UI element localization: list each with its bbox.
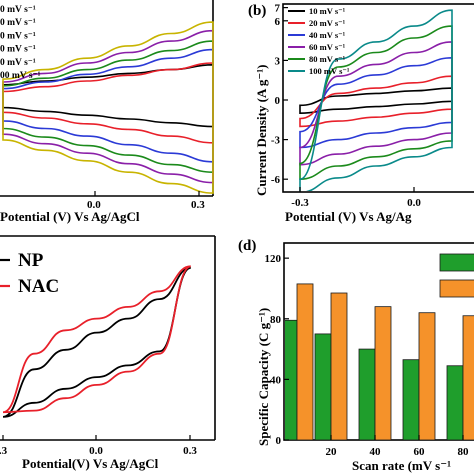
panel-c-x-label: Potential(V) Vs Ag/AgCl: [22, 456, 159, 471]
panel-c-legend: NP NAC: [0, 250, 59, 297]
panel-a: 0 mV s⁻¹ 0 mV s⁻¹ 0 mV s⁻¹ 0 mV s⁻¹ 0 mV s⁻¹…: [0, 0, 214, 224]
panel-c: NP NAC .3 0.0 0.3 Potential(V) Vs Ag/AgCl: [0, 235, 216, 471]
panel-b-legend-label: 40 mV s⁻¹: [309, 30, 346, 40]
panel-a-x-tick-label: 0.0: [87, 199, 101, 211]
panel-c-x-tick-label: 0.0: [89, 445, 103, 457]
panel-a-curves: [2, 21, 214, 194]
panel-a-legend-label: 0 mV s⁻¹: [0, 18, 36, 28]
panel-d-bar: [418, 312, 436, 440]
panel-b-frame: [282, 3, 474, 193]
panel-d-legend-swatch: [439, 253, 474, 272]
panel-d-x-tick-label: 80: [458, 446, 470, 458]
panel-c-x-tick-label: .3: [0, 445, 8, 457]
panel-c-legend-label: NP: [18, 250, 44, 271]
panel-b-y-tick-label: -6: [271, 174, 281, 186]
panel-b-y-label: Current Density (A g⁻¹): [254, 65, 269, 196]
panel-d-y-ticks: 0 40 80 120: [265, 253, 289, 447]
panel-b-y-ticks: 76 3 0 -3 -6: [271, 3, 288, 186]
panel-b-y-tick-label: -3: [271, 135, 281, 147]
panel-a-legend-label: 0 mV s⁻¹: [0, 5, 36, 15]
panel-d-y-tick-label: 80: [270, 314, 282, 326]
panel-d-x-ticks: 20 40 60 80: [326, 435, 470, 458]
panel-d-y-label: Specific Capacity (C g⁻¹): [256, 308, 271, 446]
panel-c-cv-curve: [2, 265, 192, 414]
panel-c-cv-curve: [2, 267, 192, 418]
panel-d-bar: [358, 348, 376, 440]
panel-b-y-tick-label: 7: [275, 3, 281, 15]
panel-b-curves: [299, 9, 453, 191]
panel-a-legend-label: 0 mV s⁻¹: [0, 58, 36, 68]
panel-d-bar: [446, 365, 464, 440]
panel-d-y-tick-label: 40: [270, 374, 282, 386]
panel-b-y-tick-label: 0: [275, 95, 281, 107]
panel-c-x-ticks: .3 0.0 0.3: [0, 435, 197, 457]
panel-d-bar: [462, 315, 474, 440]
panel-a-cv-curve: [2, 21, 214, 194]
panel-d-x-tick-label: 20: [326, 446, 338, 458]
panel-a-x-tick-label: 0.3: [191, 199, 205, 211]
panel-b-cv-curve: [299, 75, 453, 128]
panel-d-bars: [285, 283, 474, 440]
panel-d-bar: [296, 283, 314, 440]
panel-b: 10 mV s⁻¹ 20 mV s⁻¹ 40 mV s⁻¹ 60 mV s⁻¹ 80 m…: [248, 3, 474, 224]
panel-c-x-tick-label: 0.3: [183, 445, 197, 457]
panel-b-cv-curve: [299, 9, 453, 191]
panel-a-x-ticks: 0.0 0.3: [87, 191, 205, 211]
panel-d: 0 40 80 120 20 40 60 80 (d) Specific Capacity …: [238, 238, 474, 473]
panel-c-curves: [2, 265, 192, 418]
panel-b-legend-label: 60 mV s⁻¹: [309, 42, 346, 52]
panel-d-legend: [439, 253, 474, 298]
panel-d-y-tick-label: 0: [276, 435, 282, 447]
panel-d-y-tick-label: 120: [265, 253, 282, 265]
panel-b-label: (b): [248, 3, 266, 19]
panel-d-x-tick-label: 60: [414, 446, 426, 458]
panel-d-legend-swatch: [439, 279, 474, 298]
panel-c-legend-label: NAC: [18, 276, 59, 297]
panel-d-bar: [402, 359, 420, 440]
panel-a-legend-label: 0 mV s⁻¹: [0, 45, 36, 55]
panel-b-legend-label: 10 mV s⁻¹: [309, 6, 346, 16]
panel-d-plot-area: [285, 283, 474, 440]
panel-d-x-tick-label: 40: [370, 446, 382, 458]
panel-b-x-ticks: -0.3 0.0: [291, 187, 421, 209]
panel-b-y-tick-label: 6: [275, 16, 281, 28]
panel-d-bar: [314, 333, 332, 440]
panel-b-legend-label: 100 mV s⁻¹: [309, 66, 350, 76]
panel-b-y-tick-label: 3: [275, 55, 281, 67]
panel-d-bar: [374, 306, 392, 440]
panel-a-x-label: Potential (V) Vs Ag/AgCl: [0, 209, 140, 224]
panel-a-legend: 0 mV s⁻¹ 0 mV s⁻¹ 0 mV s⁻¹ 0 mV s⁻¹ 0 mV s⁻¹…: [0, 5, 41, 81]
panel-b-x-tick-label: -0.3: [291, 197, 309, 209]
panel-a-legend-label: 0 mV s⁻¹: [0, 31, 36, 41]
panel-b-legend: 10 mV s⁻¹ 20 mV s⁻¹ 40 mV s⁻¹ 60 mV s⁻¹ 80 m…: [288, 6, 350, 76]
panel-b-x-label: Potential (V) Vs Ag/Ag: [285, 209, 412, 224]
panel-b-plot-area: [299, 9, 453, 191]
panel-b-legend-label: 20 mV s⁻¹: [309, 18, 346, 28]
panel-d-bar: [330, 292, 348, 440]
panel-b-x-tick-label: 0.0: [407, 197, 421, 209]
panel-b-legend-label: 80 mV s⁻¹: [309, 54, 346, 64]
panel-d-label: (d): [238, 238, 256, 254]
panel-a-legend-label: 00 mV s⁻¹: [0, 71, 41, 81]
panel-d-x-label: Scan rate (mV s⁻¹: [352, 458, 451, 473]
